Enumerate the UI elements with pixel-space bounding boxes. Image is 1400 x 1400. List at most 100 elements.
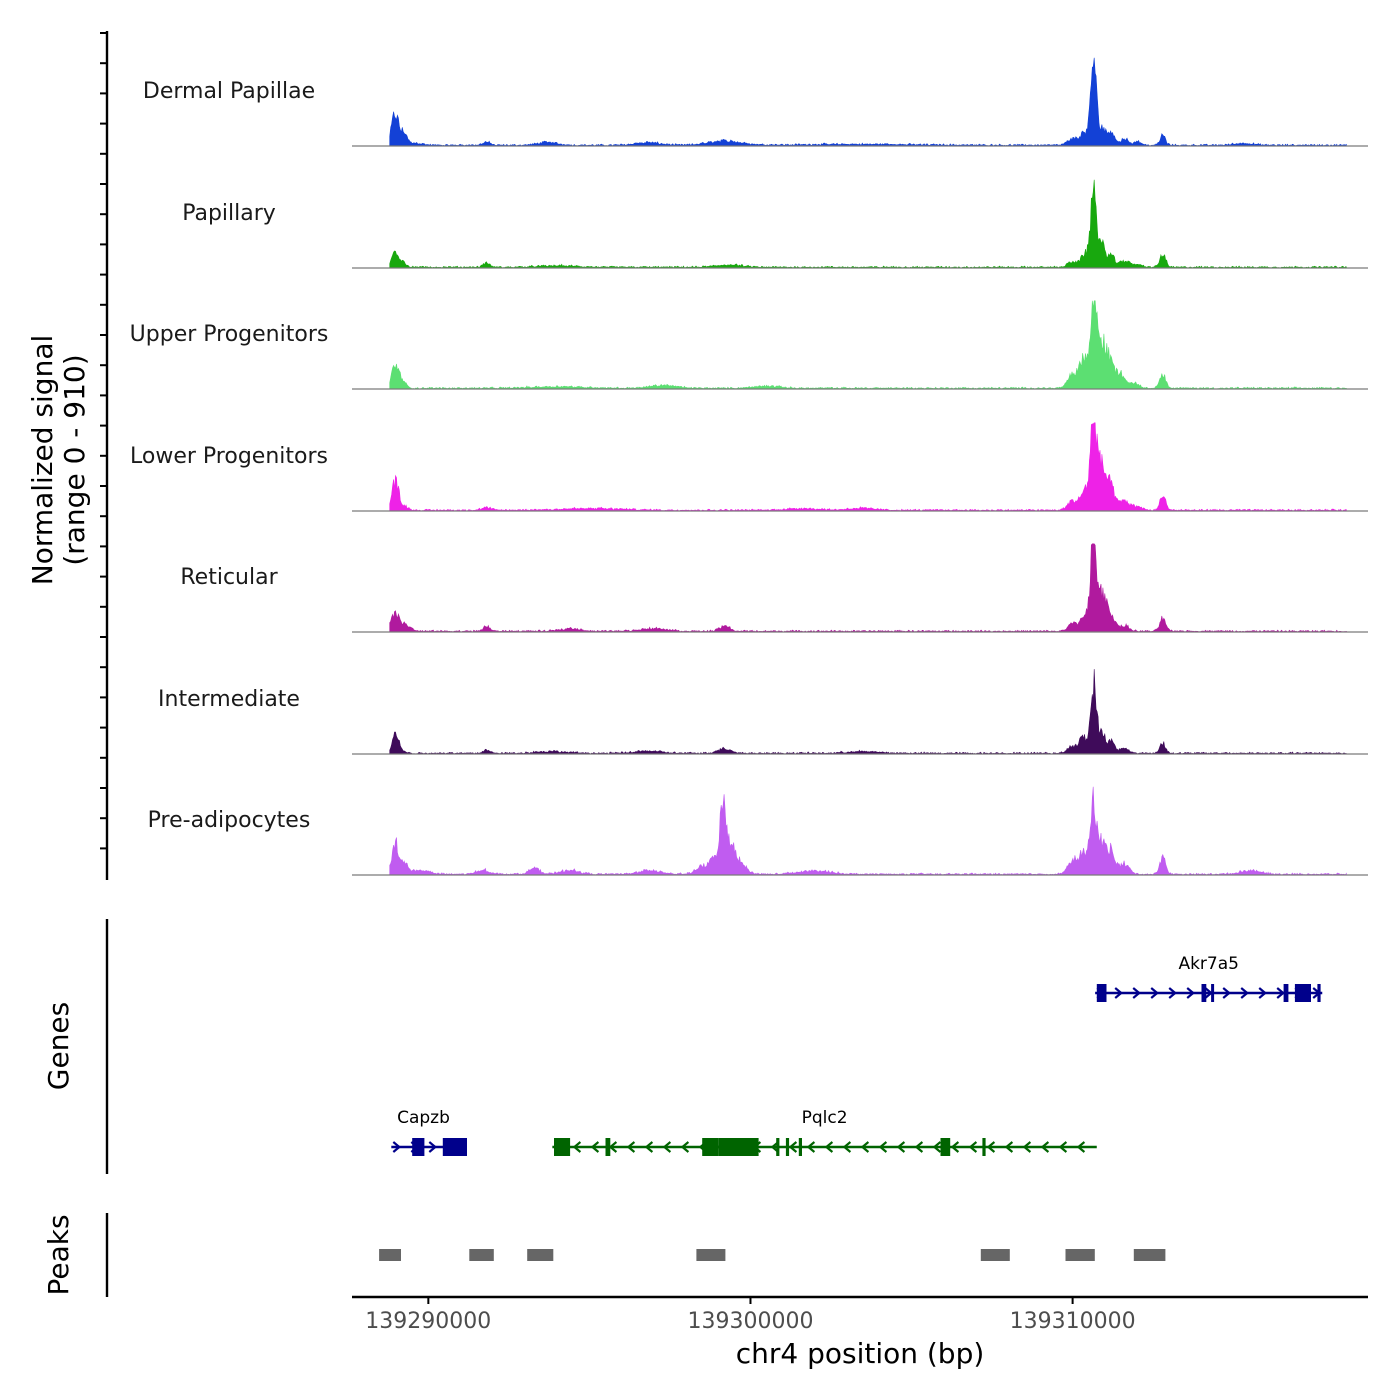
gene-exon	[1317, 984, 1321, 1002]
gene-exon	[940, 1138, 951, 1156]
coverage-area	[389, 422, 1347, 512]
gene-label: Akr7a5	[1178, 954, 1239, 974]
strand-arrow	[842, 1141, 852, 1153]
strand-arrow	[806, 1141, 816, 1153]
strand-arrow	[572, 1141, 582, 1153]
strand-arrow	[914, 1141, 924, 1153]
peak-region	[696, 1249, 726, 1261]
gene-exon	[605, 1138, 611, 1156]
strand-arrow	[1150, 987, 1159, 999]
strand-arrow	[1276, 987, 1285, 999]
signal-y-axis	[100, 31, 109, 880]
gene-exon	[785, 1138, 790, 1156]
strand-arrow	[932, 1141, 942, 1153]
strand-arrow	[1168, 987, 1177, 999]
track-label: Papillary	[182, 201, 276, 226]
strand-arrow	[428, 1141, 438, 1153]
track-lower-progenitors: Lower Progenitors	[130, 422, 1368, 512]
gene-akr7a5: Akr7a5	[1095, 954, 1323, 1002]
gene-annotations: Capzb Pqlc2 Akr7a5	[391, 954, 1323, 1156]
gene-exon	[1096, 984, 1107, 1002]
strand-arrow	[608, 1141, 618, 1153]
gene-exon	[554, 1138, 571, 1156]
x-tick-label: 139300000	[688, 1309, 814, 1334]
coverage-area	[389, 669, 1347, 755]
strand-arrow	[950, 1141, 960, 1153]
strand-arrow	[1222, 987, 1231, 999]
strand-arrow	[824, 1141, 834, 1153]
strand-arrow	[860, 1141, 870, 1153]
strand-arrow	[1040, 1141, 1050, 1153]
track-reticular: Reticular	[180, 543, 1368, 633]
peak-region	[527, 1249, 554, 1261]
track-dermal-papillae: Dermal Papillae	[143, 57, 1368, 147]
strand-arrow	[1132, 987, 1141, 999]
strand-arrow	[680, 1141, 690, 1153]
strand-arrow	[590, 1141, 600, 1153]
track-label: Pre-adipocytes	[148, 808, 311, 833]
track-intermediate: Intermediate	[158, 669, 1368, 755]
gene-exon	[1211, 984, 1215, 1002]
x-tick-label: 139310000	[1010, 1309, 1136, 1334]
track-label: Dermal Papillae	[143, 79, 315, 104]
coverage-area	[389, 543, 1347, 633]
strand-arrow	[986, 1141, 996, 1153]
gene-exon	[1201, 984, 1207, 1002]
peak-regions	[379, 1249, 1166, 1261]
strand-arrow	[1022, 1141, 1032, 1153]
track-label: Lower Progenitors	[130, 444, 328, 469]
strand-arrow	[626, 1141, 636, 1153]
peak-region	[469, 1249, 494, 1261]
strand-arrow	[1240, 987, 1249, 999]
x-axis-title: chr4 position (bp)	[736, 1337, 985, 1370]
gene-exon	[1283, 984, 1289, 1002]
gene-exon	[798, 1138, 802, 1156]
peaks-panel-title: Peaks	[42, 1214, 75, 1295]
gene-exon	[776, 1138, 780, 1156]
strand-arrow	[1114, 987, 1123, 999]
coverage-tracks: Dermal Papillae Papillary Upper Progenitor…	[130, 57, 1368, 876]
track-label: Reticular	[180, 565, 278, 590]
track-label: Upper Progenitors	[130, 322, 329, 347]
strand-arrow	[1258, 987, 1267, 999]
coverage-area	[389, 179, 1347, 269]
gene-label: Pqlc2	[802, 1108, 848, 1128]
track-papillary: Papillary	[182, 179, 1368, 269]
strand-arrow	[1004, 1141, 1014, 1153]
track-pre-adipocytes: Pre-adipocytes	[148, 786, 1368, 876]
peak-region	[1133, 1249, 1166, 1261]
strand-arrow	[1076, 1141, 1086, 1153]
strand-arrow	[878, 1141, 888, 1153]
coverage-area	[389, 57, 1347, 147]
gene-capzb: Capzb	[391, 1108, 467, 1156]
x-axis: 139290000 139300000 139310000	[352, 1295, 1368, 1334]
coverage-area	[389, 300, 1347, 390]
track-upper-progenitors: Upper Progenitors	[130, 300, 1368, 390]
peak-region	[1065, 1249, 1095, 1261]
strand-arrow	[644, 1141, 654, 1153]
y-axis-title-line1: Normalized signal	[26, 335, 59, 586]
y-axis-title-line2: (range 0 - 910)	[58, 354, 91, 565]
gene-exon	[442, 1138, 467, 1156]
strand-arrow	[788, 1141, 798, 1153]
x-tick-label: 139290000	[365, 1309, 491, 1334]
gene-exon	[702, 1138, 719, 1156]
gene-exon	[718, 1138, 759, 1156]
genes-panel-title: Genes	[42, 1002, 75, 1090]
peak-region	[980, 1249, 1010, 1261]
coverage-area	[389, 786, 1347, 876]
strand-arrow	[896, 1141, 906, 1153]
gene-exon	[1294, 984, 1311, 1002]
gene-pqlc2: Pqlc2	[552, 1108, 1097, 1156]
gene-label: Capzb	[397, 1108, 450, 1128]
strand-arrow	[1186, 987, 1195, 999]
strand-arrow	[662, 1141, 672, 1153]
peak-region	[379, 1249, 401, 1261]
gene-exon	[982, 1138, 986, 1156]
strand-arrow	[392, 1141, 402, 1153]
gene-exon	[412, 1138, 425, 1156]
strand-arrow	[1058, 1141, 1068, 1153]
track-label: Intermediate	[158, 687, 300, 712]
strand-arrow	[968, 1141, 978, 1153]
